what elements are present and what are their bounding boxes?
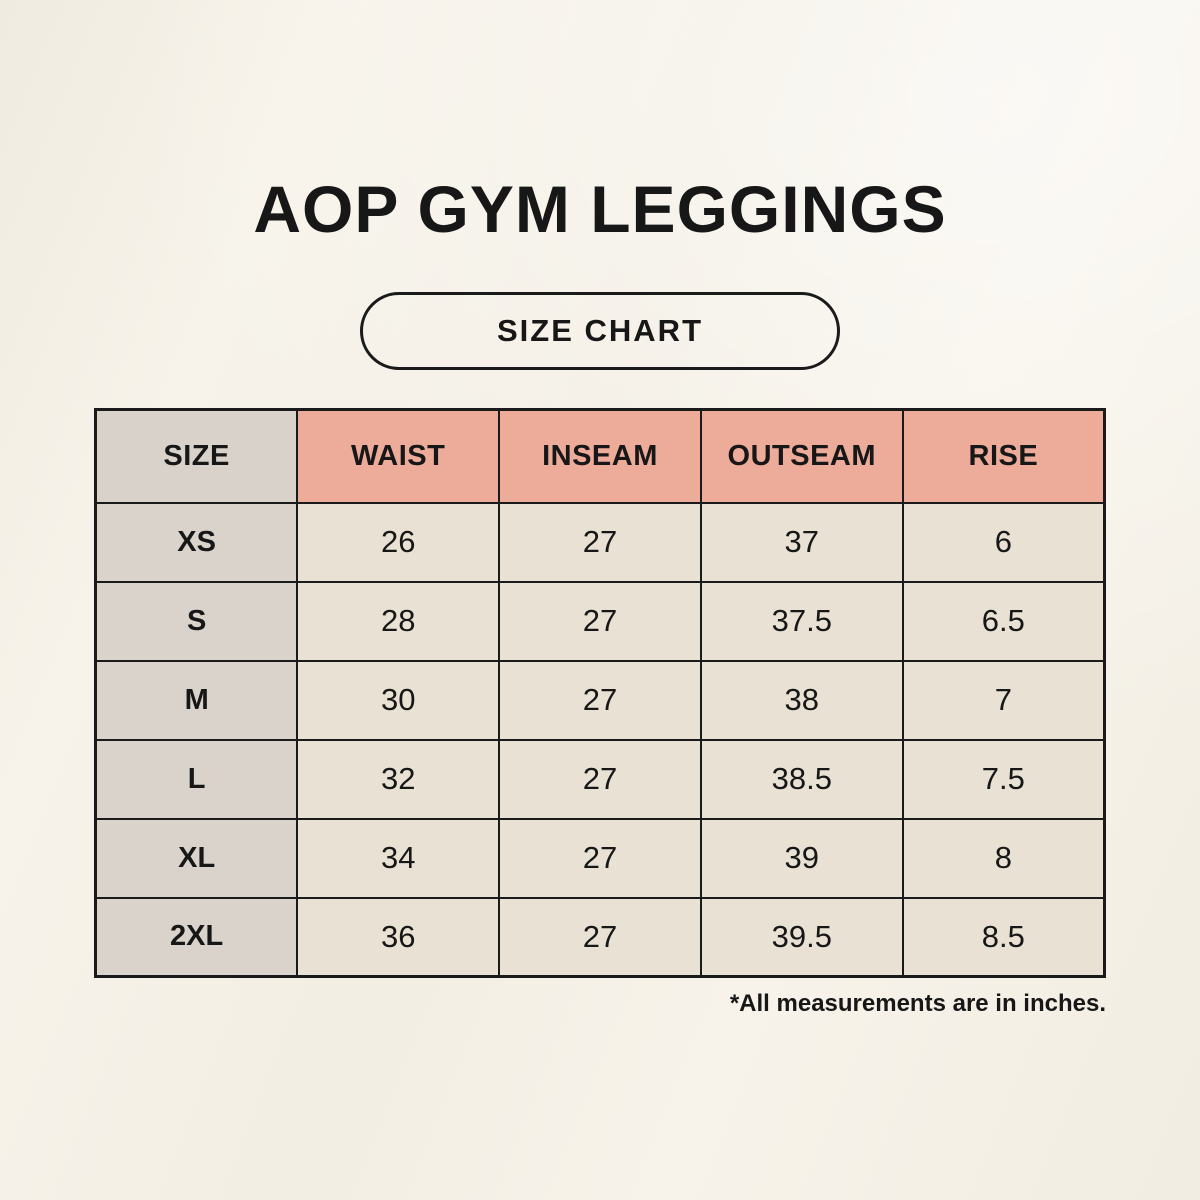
column-header-outseam: OUTSEAM xyxy=(699,408,904,504)
measurement-cell: 37 xyxy=(699,501,904,583)
table-row: S 28 27 37.5 6.5 xyxy=(94,580,1106,662)
measurement-cell: 26 xyxy=(296,501,501,583)
column-header-waist: WAIST xyxy=(296,408,501,504)
table-row: XL 34 27 39 8 xyxy=(94,817,1106,899)
measurement-cell: 39 xyxy=(699,817,904,899)
measurement-cell: 37.5 xyxy=(699,580,904,662)
measurement-cell: 32 xyxy=(296,738,501,820)
measurement-cell: 6 xyxy=(901,501,1106,583)
size-chart-badge: SIZE CHART xyxy=(360,292,840,370)
measurement-cell: 7 xyxy=(901,659,1106,741)
measurement-cell: 8.5 xyxy=(901,896,1106,978)
page-title: AOP GYM LEGGINGS xyxy=(253,172,947,246)
size-label-cell: M xyxy=(94,659,299,741)
measurement-cell: 28 xyxy=(296,580,501,662)
table-row: XS 26 27 37 6 xyxy=(94,501,1106,583)
header-row: SIZE WAIST INSEAM OUTSEAM RISE xyxy=(94,408,1106,504)
measurement-cell: 8 xyxy=(901,817,1106,899)
measurement-cell: 27 xyxy=(498,817,702,899)
column-header-inseam: INSEAM xyxy=(498,408,702,504)
measurement-cell: 34 xyxy=(296,817,501,899)
size-table-body: XS 26 27 37 6 S 28 27 37.5 6.5 M 30 27 38 7 L 32 27 38.5 7.… xyxy=(94,501,1106,978)
measurement-cell: 6.5 xyxy=(901,580,1106,662)
size-table-header: SIZE WAIST INSEAM OUTSEAM RISE xyxy=(94,408,1106,504)
measurement-cell: 7.5 xyxy=(901,738,1106,820)
table-row: 2XL 36 27 39.5 8.5 xyxy=(94,896,1106,978)
size-table: SIZE WAIST INSEAM OUTSEAM RISE XS 26 27 37 6 S 28 2… xyxy=(94,408,1106,978)
size-label-cell: S xyxy=(94,580,299,662)
measurement-cell: 27 xyxy=(498,580,702,662)
column-header-size: SIZE xyxy=(94,408,299,504)
measurements-footnote: *All measurements are in inches. xyxy=(729,990,1106,1017)
measurement-cell: 39.5 xyxy=(699,896,904,978)
size-chart-badge-label: SIZE CHART xyxy=(497,313,703,348)
measurement-cell: 38.5 xyxy=(699,738,904,820)
size-label-cell: XS xyxy=(94,501,299,583)
column-header-rise: RISE xyxy=(901,408,1106,504)
table-row: M 30 27 38 7 xyxy=(94,659,1106,741)
measurement-cell: 27 xyxy=(498,738,702,820)
measurement-cell: 27 xyxy=(498,659,702,741)
measurement-cell: 38 xyxy=(699,659,904,741)
size-label-cell: XL xyxy=(94,817,299,899)
size-label-cell: 2XL xyxy=(94,896,299,978)
size-table-container: SIZE WAIST INSEAM OUTSEAM RISE XS 26 27 37 6 S 28 2… xyxy=(94,408,1106,1018)
size-label-cell: L xyxy=(94,738,299,820)
table-row: L 32 27 38.5 7.5 xyxy=(94,738,1106,820)
measurement-cell: 27 xyxy=(498,896,702,978)
measurement-cell: 30 xyxy=(296,659,501,741)
measurement-cell: 27 xyxy=(498,501,702,583)
measurement-cell: 36 xyxy=(296,896,501,978)
